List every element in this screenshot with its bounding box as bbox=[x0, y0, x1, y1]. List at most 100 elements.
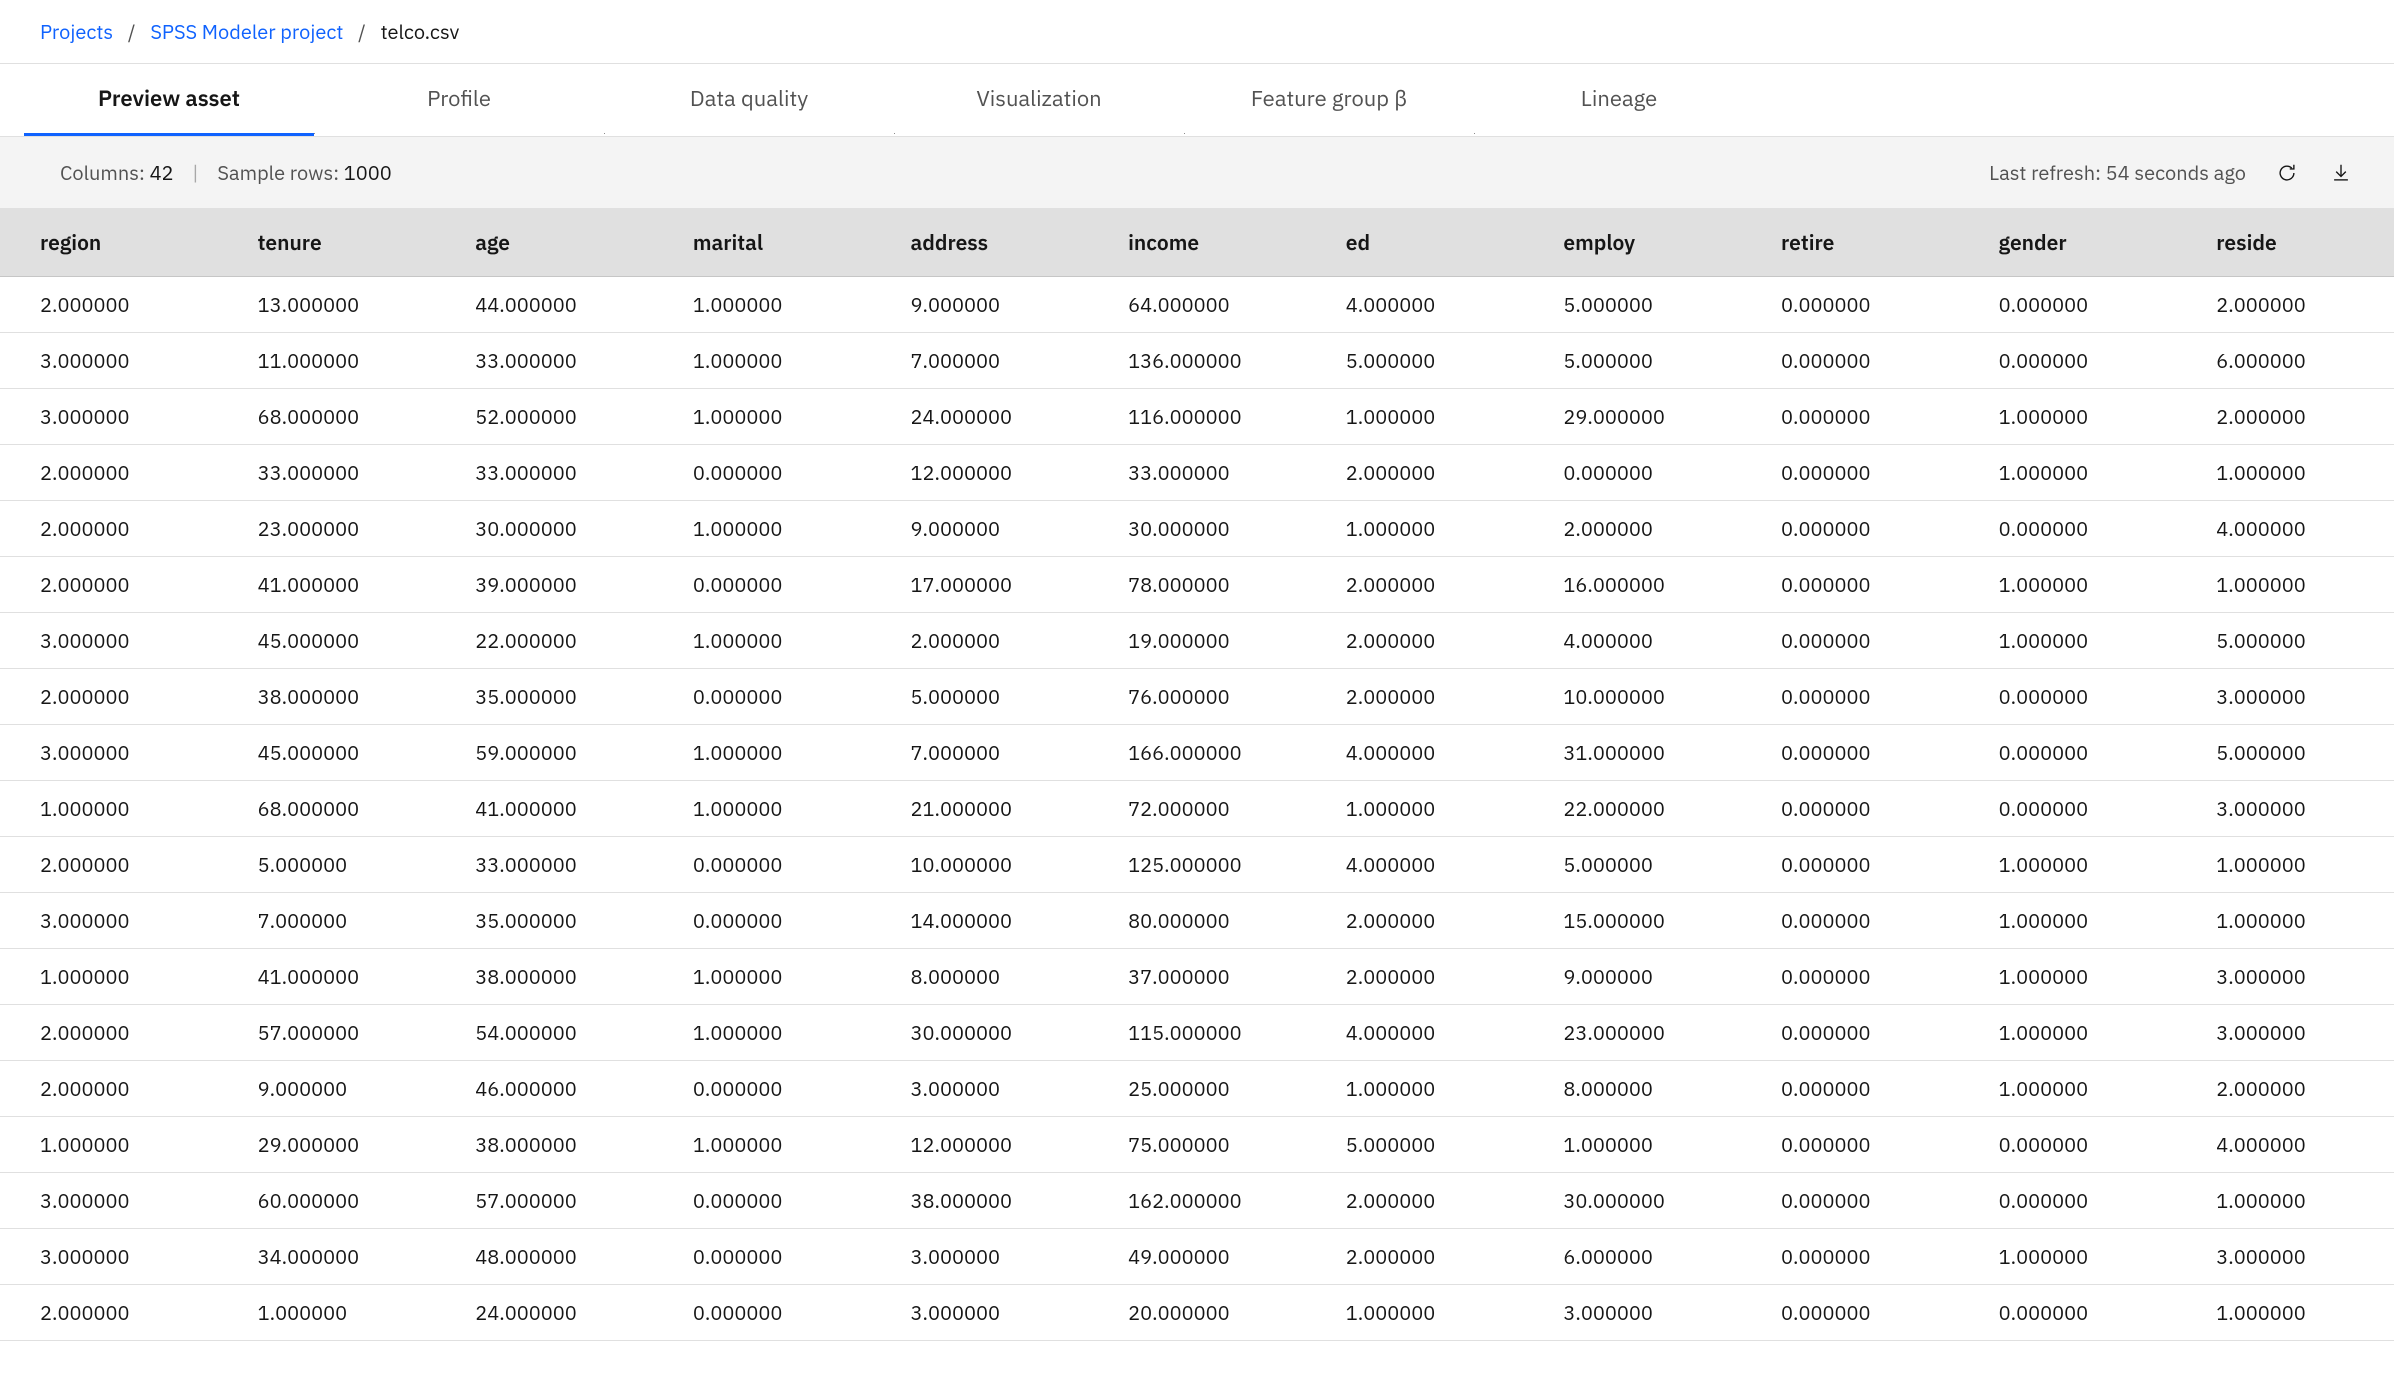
cell: 1.000000 bbox=[2176, 1285, 2394, 1341]
cell: 4.000000 bbox=[1523, 613, 1741, 669]
cell: 2.000000 bbox=[1306, 445, 1524, 501]
cell: 1.000000 bbox=[653, 1117, 871, 1173]
cell: 0.000000 bbox=[1959, 781, 2177, 837]
cell: 0.000000 bbox=[1741, 781, 1959, 837]
table-row: 2.0000005.00000033.0000000.00000010.0000… bbox=[0, 837, 2394, 893]
cell: 3.000000 bbox=[0, 389, 218, 445]
cell: 5.000000 bbox=[1306, 1117, 1524, 1173]
cell: 0.000000 bbox=[1741, 613, 1959, 669]
cell: 2.000000 bbox=[1523, 501, 1741, 557]
table-row: 2.00000041.00000039.0000000.00000017.000… bbox=[0, 557, 2394, 613]
cell: 0.000000 bbox=[653, 1285, 871, 1341]
tab-preview-asset[interactable]: Preview asset bbox=[24, 64, 314, 136]
tab-lineage[interactable]: Lineage bbox=[1474, 64, 1764, 136]
columns-value: 42 bbox=[150, 159, 174, 186]
tab-profile[interactable]: Profile bbox=[314, 64, 604, 136]
column-header-address[interactable]: address bbox=[871, 208, 1089, 277]
cell: 4.000000 bbox=[2176, 501, 2394, 557]
table-row: 3.00000045.00000059.0000001.0000007.0000… bbox=[0, 725, 2394, 781]
cell: 35.000000 bbox=[435, 669, 653, 725]
cell: 1.000000 bbox=[1306, 389, 1524, 445]
column-header-tenure[interactable]: tenure bbox=[218, 208, 436, 277]
cell: 60.000000 bbox=[218, 1173, 436, 1229]
column-header-reside[interactable]: reside bbox=[2176, 208, 2394, 277]
cell: 0.000000 bbox=[1959, 669, 2177, 725]
cell: 2.000000 bbox=[2176, 277, 2394, 333]
cell: 1.000000 bbox=[1959, 837, 2177, 893]
cell: 33.000000 bbox=[1088, 445, 1306, 501]
table-row: 3.00000034.00000048.0000000.0000003.0000… bbox=[0, 1229, 2394, 1285]
cell: 1.000000 bbox=[2176, 837, 2394, 893]
cell: 3.000000 bbox=[2176, 1005, 2394, 1061]
cell: 0.000000 bbox=[1741, 501, 1959, 557]
cell: 38.000000 bbox=[435, 949, 653, 1005]
download-icon[interactable] bbox=[2328, 160, 2354, 186]
column-header-region[interactable]: region bbox=[0, 208, 218, 277]
cell: 22.000000 bbox=[1523, 781, 1741, 837]
cell: 1.000000 bbox=[1959, 893, 2177, 949]
cell: 41.000000 bbox=[218, 557, 436, 613]
refresh-icon[interactable] bbox=[2274, 160, 2300, 186]
cell: 5.000000 bbox=[2176, 613, 2394, 669]
cell: 0.000000 bbox=[1741, 1117, 1959, 1173]
cell: 2.000000 bbox=[1306, 893, 1524, 949]
cell: 0.000000 bbox=[653, 1061, 871, 1117]
cell: 0.000000 bbox=[1741, 837, 1959, 893]
column-header-gender[interactable]: gender bbox=[1959, 208, 2177, 277]
cell: 4.000000 bbox=[2176, 1117, 2394, 1173]
cell: 30.000000 bbox=[1088, 501, 1306, 557]
column-header-employ[interactable]: employ bbox=[1523, 208, 1741, 277]
cell: 41.000000 bbox=[435, 781, 653, 837]
cell: 136.000000 bbox=[1088, 333, 1306, 389]
column-header-income[interactable]: income bbox=[1088, 208, 1306, 277]
cell: 44.000000 bbox=[435, 277, 653, 333]
cell: 54.000000 bbox=[435, 1005, 653, 1061]
breadcrumb-projects-link[interactable]: Projects bbox=[40, 18, 113, 45]
cell: 1.000000 bbox=[653, 781, 871, 837]
tab-visualization[interactable]: Visualization bbox=[894, 64, 1184, 136]
cell: 2.000000 bbox=[0, 669, 218, 725]
cell: 3.000000 bbox=[0, 1229, 218, 1285]
cell: 3.000000 bbox=[871, 1229, 1089, 1285]
cell: 29.000000 bbox=[218, 1117, 436, 1173]
tab-data-quality[interactable]: Data quality bbox=[604, 64, 894, 136]
cell: 29.000000 bbox=[1523, 389, 1741, 445]
cell: 5.000000 bbox=[1523, 277, 1741, 333]
cell: 20.000000 bbox=[1088, 1285, 1306, 1341]
cell: 0.000000 bbox=[1741, 557, 1959, 613]
cell: 35.000000 bbox=[435, 893, 653, 949]
column-header-retire[interactable]: retire bbox=[1741, 208, 1959, 277]
table-row: 2.00000038.00000035.0000000.0000005.0000… bbox=[0, 669, 2394, 725]
cell: 68.000000 bbox=[218, 781, 436, 837]
cell: 4.000000 bbox=[1306, 725, 1524, 781]
table-row: 3.0000007.00000035.0000000.00000014.0000… bbox=[0, 893, 2394, 949]
cell: 1.000000 bbox=[1306, 501, 1524, 557]
cell: 9.000000 bbox=[871, 501, 1089, 557]
cell: 45.000000 bbox=[218, 725, 436, 781]
tab-feature-group-[interactable]: Feature group β bbox=[1184, 64, 1474, 136]
cell: 45.000000 bbox=[218, 613, 436, 669]
column-header-marital[interactable]: marital bbox=[653, 208, 871, 277]
cell: 2.000000 bbox=[0, 837, 218, 893]
cell: 30.000000 bbox=[435, 501, 653, 557]
breadcrumb-current: telco.csv bbox=[381, 18, 460, 45]
breadcrumb-project-link[interactable]: SPSS Modeler project bbox=[150, 18, 343, 45]
cell: 1.000000 bbox=[218, 1285, 436, 1341]
cell: 8.000000 bbox=[871, 949, 1089, 1005]
cell: 5.000000 bbox=[871, 669, 1089, 725]
cell: 116.000000 bbox=[1088, 389, 1306, 445]
cell: 33.000000 bbox=[218, 445, 436, 501]
cell: 5.000000 bbox=[1523, 333, 1741, 389]
cell: 52.000000 bbox=[435, 389, 653, 445]
cell: 0.000000 bbox=[653, 1229, 871, 1285]
cell: 0.000000 bbox=[653, 445, 871, 501]
cell: 33.000000 bbox=[435, 445, 653, 501]
cell: 1.000000 bbox=[653, 949, 871, 1005]
table-row: 3.00000011.00000033.0000001.0000007.0000… bbox=[0, 333, 2394, 389]
column-header-ed[interactable]: ed bbox=[1306, 208, 1524, 277]
cell: 1.000000 bbox=[1523, 1117, 1741, 1173]
table-row: 2.00000013.00000044.0000001.0000009.0000… bbox=[0, 277, 2394, 333]
table-row: 3.00000045.00000022.0000001.0000002.0000… bbox=[0, 613, 2394, 669]
column-header-age[interactable]: age bbox=[435, 208, 653, 277]
meta-left: Columns: 42 | Sample rows: 1000 bbox=[60, 159, 392, 186]
